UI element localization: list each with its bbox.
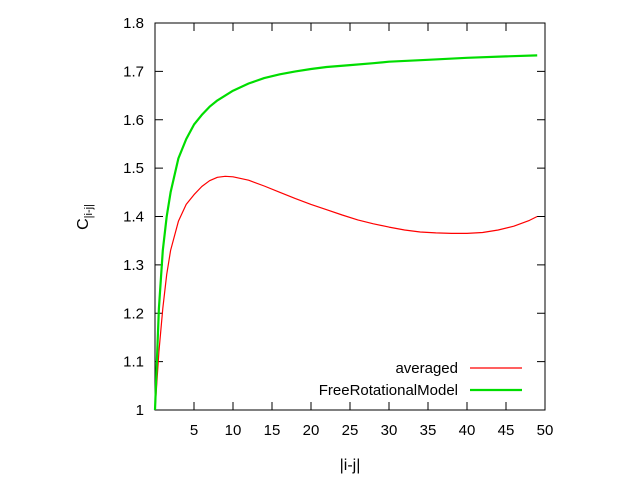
y-tick-label: 1.3 — [123, 257, 144, 274]
x-tick-label: 10 — [225, 422, 242, 439]
x-tick-label: 5 — [190, 422, 198, 439]
y-tick-label: 1.1 — [123, 354, 144, 371]
x-tick-label: 40 — [459, 422, 476, 439]
y-tick-label: 1.4 — [123, 209, 144, 226]
x-tick-label: 35 — [420, 422, 437, 439]
y-tick-label: 1.6 — [123, 112, 144, 129]
plot-area — [154, 22, 546, 411]
svg-text:C|i-j|: C|i-j| — [75, 204, 95, 230]
series-line-freerotationalmodel — [153, 54, 538, 411]
x-tick-label: 20 — [303, 422, 320, 439]
y-axis-label-main: C — [75, 218, 92, 230]
x-tick-label: 30 — [381, 422, 398, 439]
x-axis-ticks: 5 10 15 20 25 30 35 40 45 50 — [190, 23, 554, 439]
y-axis-label: C|i-j| — [75, 204, 95, 230]
legend-label-freerotationalmodel: FreeRotationalModel — [319, 382, 458, 399]
y-axis-ticks: 1 1.1 1.2 1.3 1.4 1.5 1.6 1.7 1.8 — [123, 15, 545, 419]
y-tick-label: 1.8 — [123, 15, 144, 32]
y-axis-label-subscript: |i-j| — [83, 204, 95, 218]
x-tick-label: 25 — [342, 422, 359, 439]
legend: averaged FreeRotationalModel — [319, 360, 522, 399]
series-lines — [153, 54, 538, 411]
x-axis-label: |i-j| — [340, 457, 361, 474]
x-tick-label: 50 — [537, 422, 554, 439]
x-tick-label: 15 — [264, 422, 281, 439]
plot-frame — [154, 22, 546, 411]
series-line-averaged — [154, 175, 538, 411]
legend-label-averaged: averaged — [395, 360, 458, 377]
y-tick-label: 1.2 — [123, 305, 144, 322]
y-tick-label: 1.7 — [123, 63, 144, 80]
y-tick-label: 1.5 — [123, 160, 144, 177]
y-tick-label: 1 — [136, 402, 144, 419]
x-tick-label: 45 — [498, 422, 515, 439]
